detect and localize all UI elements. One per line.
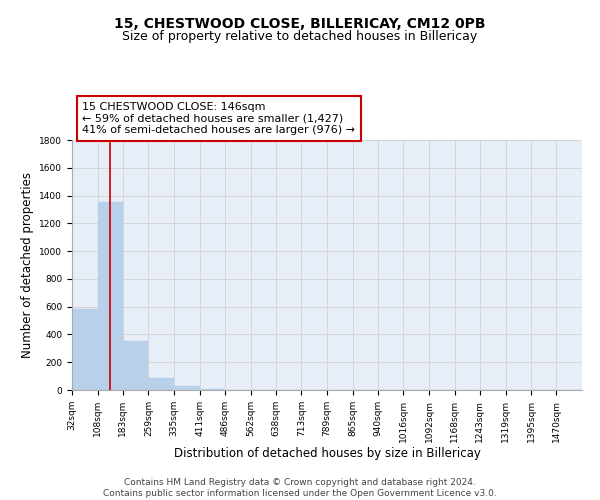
Bar (174, 386, 200, 390)
Y-axis label: Number of detached properties: Number of detached properties (21, 172, 34, 358)
Bar (148, 378, 174, 390)
Text: Contains HM Land Registry data © Crown copyright and database right 2024.
Contai: Contains HM Land Registry data © Crown c… (103, 478, 497, 498)
Bar (98, 202, 123, 390)
Text: Size of property relative to detached houses in Billericay: Size of property relative to detached ho… (122, 30, 478, 43)
Text: 15 CHESTWOOD CLOSE: 146sqm
← 59% of detached houses are smaller (1,427)
41% of s: 15 CHESTWOOD CLOSE: 146sqm ← 59% of deta… (82, 102, 355, 135)
Bar (72, 308, 98, 390)
Bar (123, 342, 148, 390)
Text: 15, CHESTWOOD CLOSE, BILLERICAY, CM12 0PB: 15, CHESTWOOD CLOSE, BILLERICAY, CM12 0P… (114, 18, 486, 32)
X-axis label: Distribution of detached houses by size in Billericay: Distribution of detached houses by size … (173, 448, 481, 460)
